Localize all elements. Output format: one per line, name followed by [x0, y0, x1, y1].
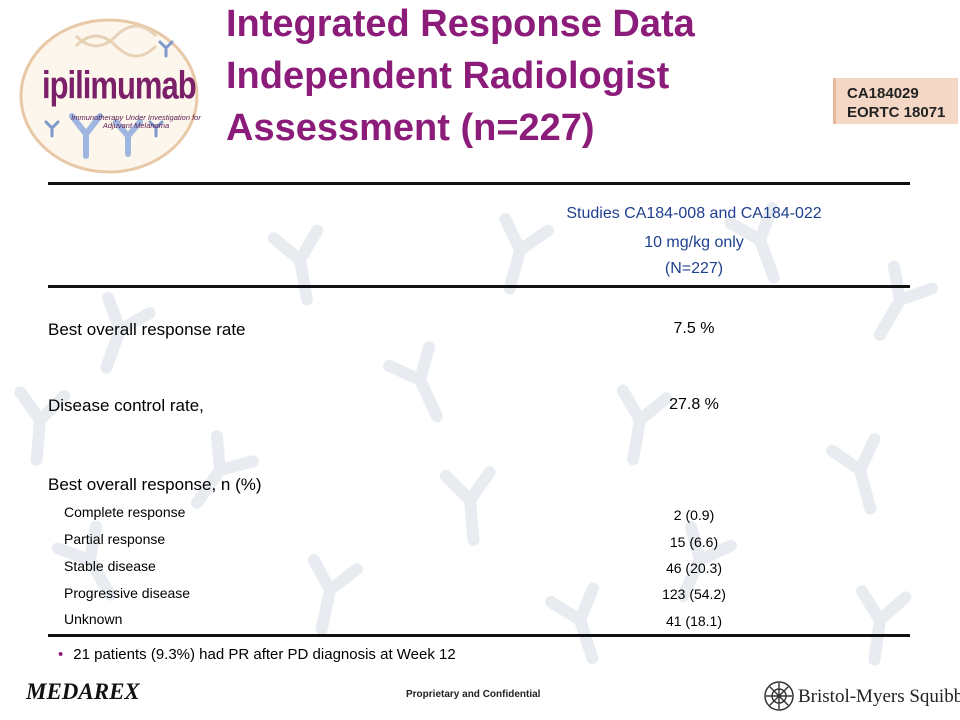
row-value-response-rate: 7.5 %	[673, 320, 715, 337]
footnote-text: 21 patients (9.3%) had PR after PD diagn…	[73, 646, 456, 663]
logo-circle-graphic	[19, 18, 199, 174]
header-n: (N=227)	[664, 260, 724, 277]
subrow-label-partial: Partial response	[64, 531, 166, 547]
row-label-response-rate: Best overall response rate	[48, 320, 246, 339]
subrow-label-stable: Stable disease	[64, 558, 156, 574]
logo-tagline: Immunotherapy Under Investigation for Ad…	[71, 113, 201, 130]
study-tag-line-1: CA184029	[847, 85, 919, 102]
title-line-2: Independent Radiologist	[226, 55, 670, 97]
subrow-value-unknown: 41 (18.1)	[665, 613, 723, 629]
row-label-best-overall-response: Best overall response, n (%)	[48, 475, 262, 494]
subrow-label-progressive: Progressive disease	[64, 585, 191, 601]
header-dose: 10 mg/kg only	[644, 234, 744, 251]
ipilimumab-logo: ipilimumab Immunotherapy Under Investiga…	[16, 16, 202, 174]
study-tag-line-2: EORTC 18071	[847, 104, 946, 121]
medarex-logo: MEDAREX	[26, 679, 140, 704]
confidential-notice: Proprietary and Confidential	[406, 689, 541, 700]
row-value-disease-control: 27.8 %	[669, 396, 719, 413]
table-header-rule	[48, 285, 910, 288]
slide-title: Integrated Response Data Independent Rad…	[226, 0, 806, 154]
table-top-rule	[48, 182, 910, 185]
subrow-value-progressive: 123 (54.2)	[662, 586, 726, 602]
bms-wordmark: Bristol-Myers Squibb	[798, 686, 960, 707]
table-bottom-rule	[48, 634, 910, 637]
row-label-disease-control: Disease control rate,	[48, 396, 204, 415]
title-line-1: Integrated Response Data	[226, 3, 695, 45]
footnote-bullet: •	[58, 646, 64, 663]
header-studies: Studies CA184-008 and CA184-022	[566, 205, 822, 222]
footnote: • 21 patients (9.3%) had PR after PD diag…	[58, 646, 456, 663]
subrow-value-partial: 15 (6.6)	[669, 534, 719, 550]
study-tag: CA184029 EORTC 18071	[833, 78, 958, 124]
bms-star-icon	[764, 681, 794, 711]
subrow-label-complete: Complete response	[64, 504, 186, 520]
subrow-label-unknown: Unknown	[64, 611, 123, 627]
subrow-value-complete: 2 (0.9)	[673, 507, 715, 523]
subrow-value-stable: 46 (20.3)	[665, 560, 723, 576]
title-line-3: Assessment (n=227)	[226, 107, 595, 149]
logo-wordmark: ipilimumab	[42, 63, 197, 108]
